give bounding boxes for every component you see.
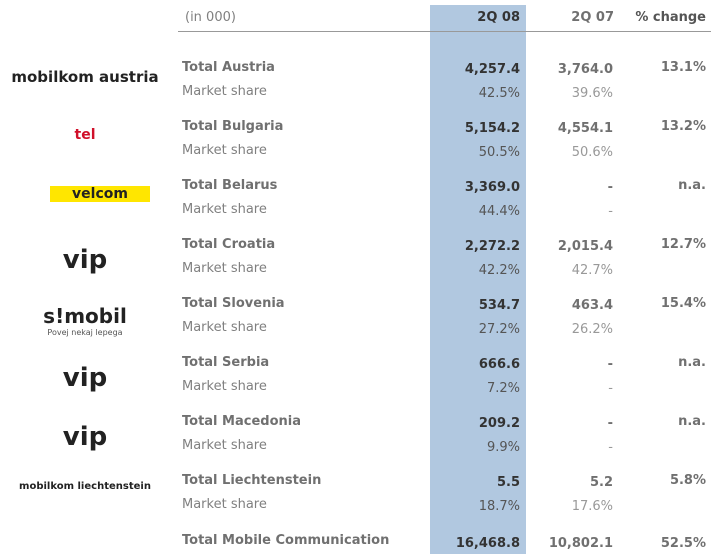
- value: 39.6%: [571, 86, 613, 101]
- value: 4,257.4: [464, 62, 520, 77]
- value: 534.7: [478, 298, 520, 313]
- value: 50.6%: [571, 145, 613, 160]
- logo: mobilkom liechtenstein: [19, 481, 151, 492]
- row-label: Market share: [182, 143, 267, 158]
- value: n.a.: [678, 178, 706, 193]
- logo: mobilkom austria: [11, 68, 159, 86]
- col-header: 2Q 08: [477, 10, 520, 25]
- row-label: Market share: [182, 261, 267, 276]
- logo: vip: [62, 245, 108, 275]
- value: 42.7%: [571, 263, 613, 278]
- col-header: % change: [635, 10, 706, 25]
- row-label: Total Liechtenstein: [182, 473, 322, 488]
- row-label: Total Austria: [182, 60, 275, 75]
- value: 27.2%: [478, 322, 520, 337]
- value: -: [608, 381, 613, 396]
- row-label: Total Mobile Communication: [182, 533, 390, 548]
- logo: tel: [74, 127, 96, 143]
- value: -: [607, 416, 613, 431]
- value: 666.6: [478, 357, 520, 372]
- value: 5.8%: [669, 473, 706, 488]
- value: 10,802.1: [548, 536, 613, 551]
- row-label: Market share: [182, 438, 267, 453]
- row-label: Total Bulgaria: [182, 119, 284, 134]
- row-label: Total Macedonia: [182, 414, 301, 429]
- value: 3,764.0: [557, 62, 613, 77]
- value: -: [607, 180, 613, 195]
- value: 50.5%: [478, 145, 520, 160]
- row-label: Market share: [182, 497, 267, 512]
- logo: s!mobil: [43, 304, 127, 328]
- value: 26.2%: [571, 322, 613, 337]
- value: 9.9%: [486, 440, 520, 455]
- value: 42.2%: [478, 263, 520, 278]
- value: 13.1%: [660, 60, 706, 75]
- value: 2,015.4: [557, 239, 613, 254]
- row-label: Total Slovenia: [182, 296, 285, 311]
- value: -: [607, 357, 613, 372]
- value: 209.2: [478, 416, 520, 431]
- value: 52.5%: [660, 536, 706, 551]
- value: -: [608, 440, 613, 455]
- logo-tagline: Povej nekaj lepega: [47, 328, 123, 337]
- value: 7.2%: [486, 381, 520, 396]
- unit: (in 000): [185, 10, 236, 25]
- value: 3,369.0: [464, 180, 520, 195]
- value: n.a.: [678, 355, 706, 370]
- row-label: Market share: [182, 320, 267, 335]
- highlight-column: [430, 5, 526, 554]
- col-header: 2Q 07: [571, 10, 614, 25]
- value: 2,272.2: [464, 239, 520, 254]
- value: 13.2%: [660, 119, 706, 134]
- value: 463.4: [571, 298, 613, 313]
- value: 44.4%: [478, 204, 520, 219]
- row-label: Total Serbia: [182, 355, 270, 370]
- value: n.a.: [678, 414, 706, 429]
- value: 16,468.8: [455, 536, 520, 551]
- logo: velcom: [50, 186, 150, 202]
- value: 18.7%: [478, 499, 520, 514]
- row-label: Total Croatia: [182, 237, 276, 252]
- logo: vip: [62, 363, 108, 393]
- value: 15.4%: [660, 296, 706, 311]
- value: 17.6%: [571, 499, 613, 514]
- header-rule: [178, 31, 711, 32]
- value: 5.2: [589, 475, 613, 490]
- row-label: Market share: [182, 84, 267, 99]
- value: 5.5: [496, 475, 520, 490]
- value: 4,554.1: [557, 121, 613, 136]
- row-label: Market share: [182, 202, 267, 217]
- value: 12.7%: [660, 237, 706, 252]
- logo: vip: [62, 422, 108, 452]
- value: 42.5%: [478, 86, 520, 101]
- value: 5,154.2: [464, 121, 520, 136]
- row-label: Market share: [182, 379, 267, 394]
- row-label: Total Belarus: [182, 178, 278, 193]
- value: -: [608, 204, 613, 219]
